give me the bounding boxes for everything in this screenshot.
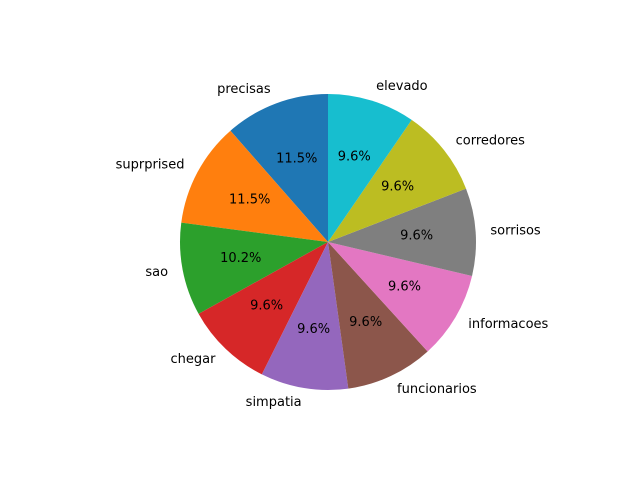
slice-label-chegar: chegar [170,352,216,367]
slice-label-elevado: elevado [376,79,428,94]
pie-slice-precisas [230,94,328,242]
pie-slice-elevado [328,94,412,242]
slice-percent-sao: 10.2% [220,251,261,266]
slice-percent-simpatia: 9.6% [297,322,330,337]
pie-slice-sao [180,222,328,314]
slice-label-suprprised: suprprised [116,158,185,173]
slice-percent-suprprised: 11.5% [229,193,270,208]
slice-percent-elevado: 9.6% [338,150,371,165]
pie-slice-corredores [328,119,467,242]
slice-label-simpatia: simpatia [246,395,302,410]
pie-slice-funcionarios [328,242,428,389]
pie-slice-simpatia [261,242,349,390]
slice-percent-funcionarios: 9.6% [349,315,382,330]
labels-layer: precisas 11.5% suprprised 11.5% sao 10.2% cheg… [116,79,549,410]
pie-slice-suprprised [181,130,328,242]
slice-percent-sorrisos: 9.6% [400,228,433,243]
slice-percent-corredores: 9.6% [381,179,414,194]
slice-label-corredores: corredores [456,133,526,148]
slice-label-precisas: precisas [217,82,271,97]
pie-slice-informacoes [328,242,473,352]
slice-label-sorrisos: sorrisos [490,223,541,238]
pie-slice-chegar [198,242,328,375]
slice-percent-precisas: 11.5% [276,151,317,166]
pie-slice-sorrisos [328,188,477,276]
slice-percent-informacoes: 9.6% [388,280,421,295]
slice-percent-chegar: 9.6% [250,299,283,314]
slice-label-sao: sao [145,265,168,280]
slice-label-funcionarios: funcionarios [397,382,477,397]
slice-label-informacoes: informacoes [468,317,548,332]
slices-layer [180,94,477,390]
